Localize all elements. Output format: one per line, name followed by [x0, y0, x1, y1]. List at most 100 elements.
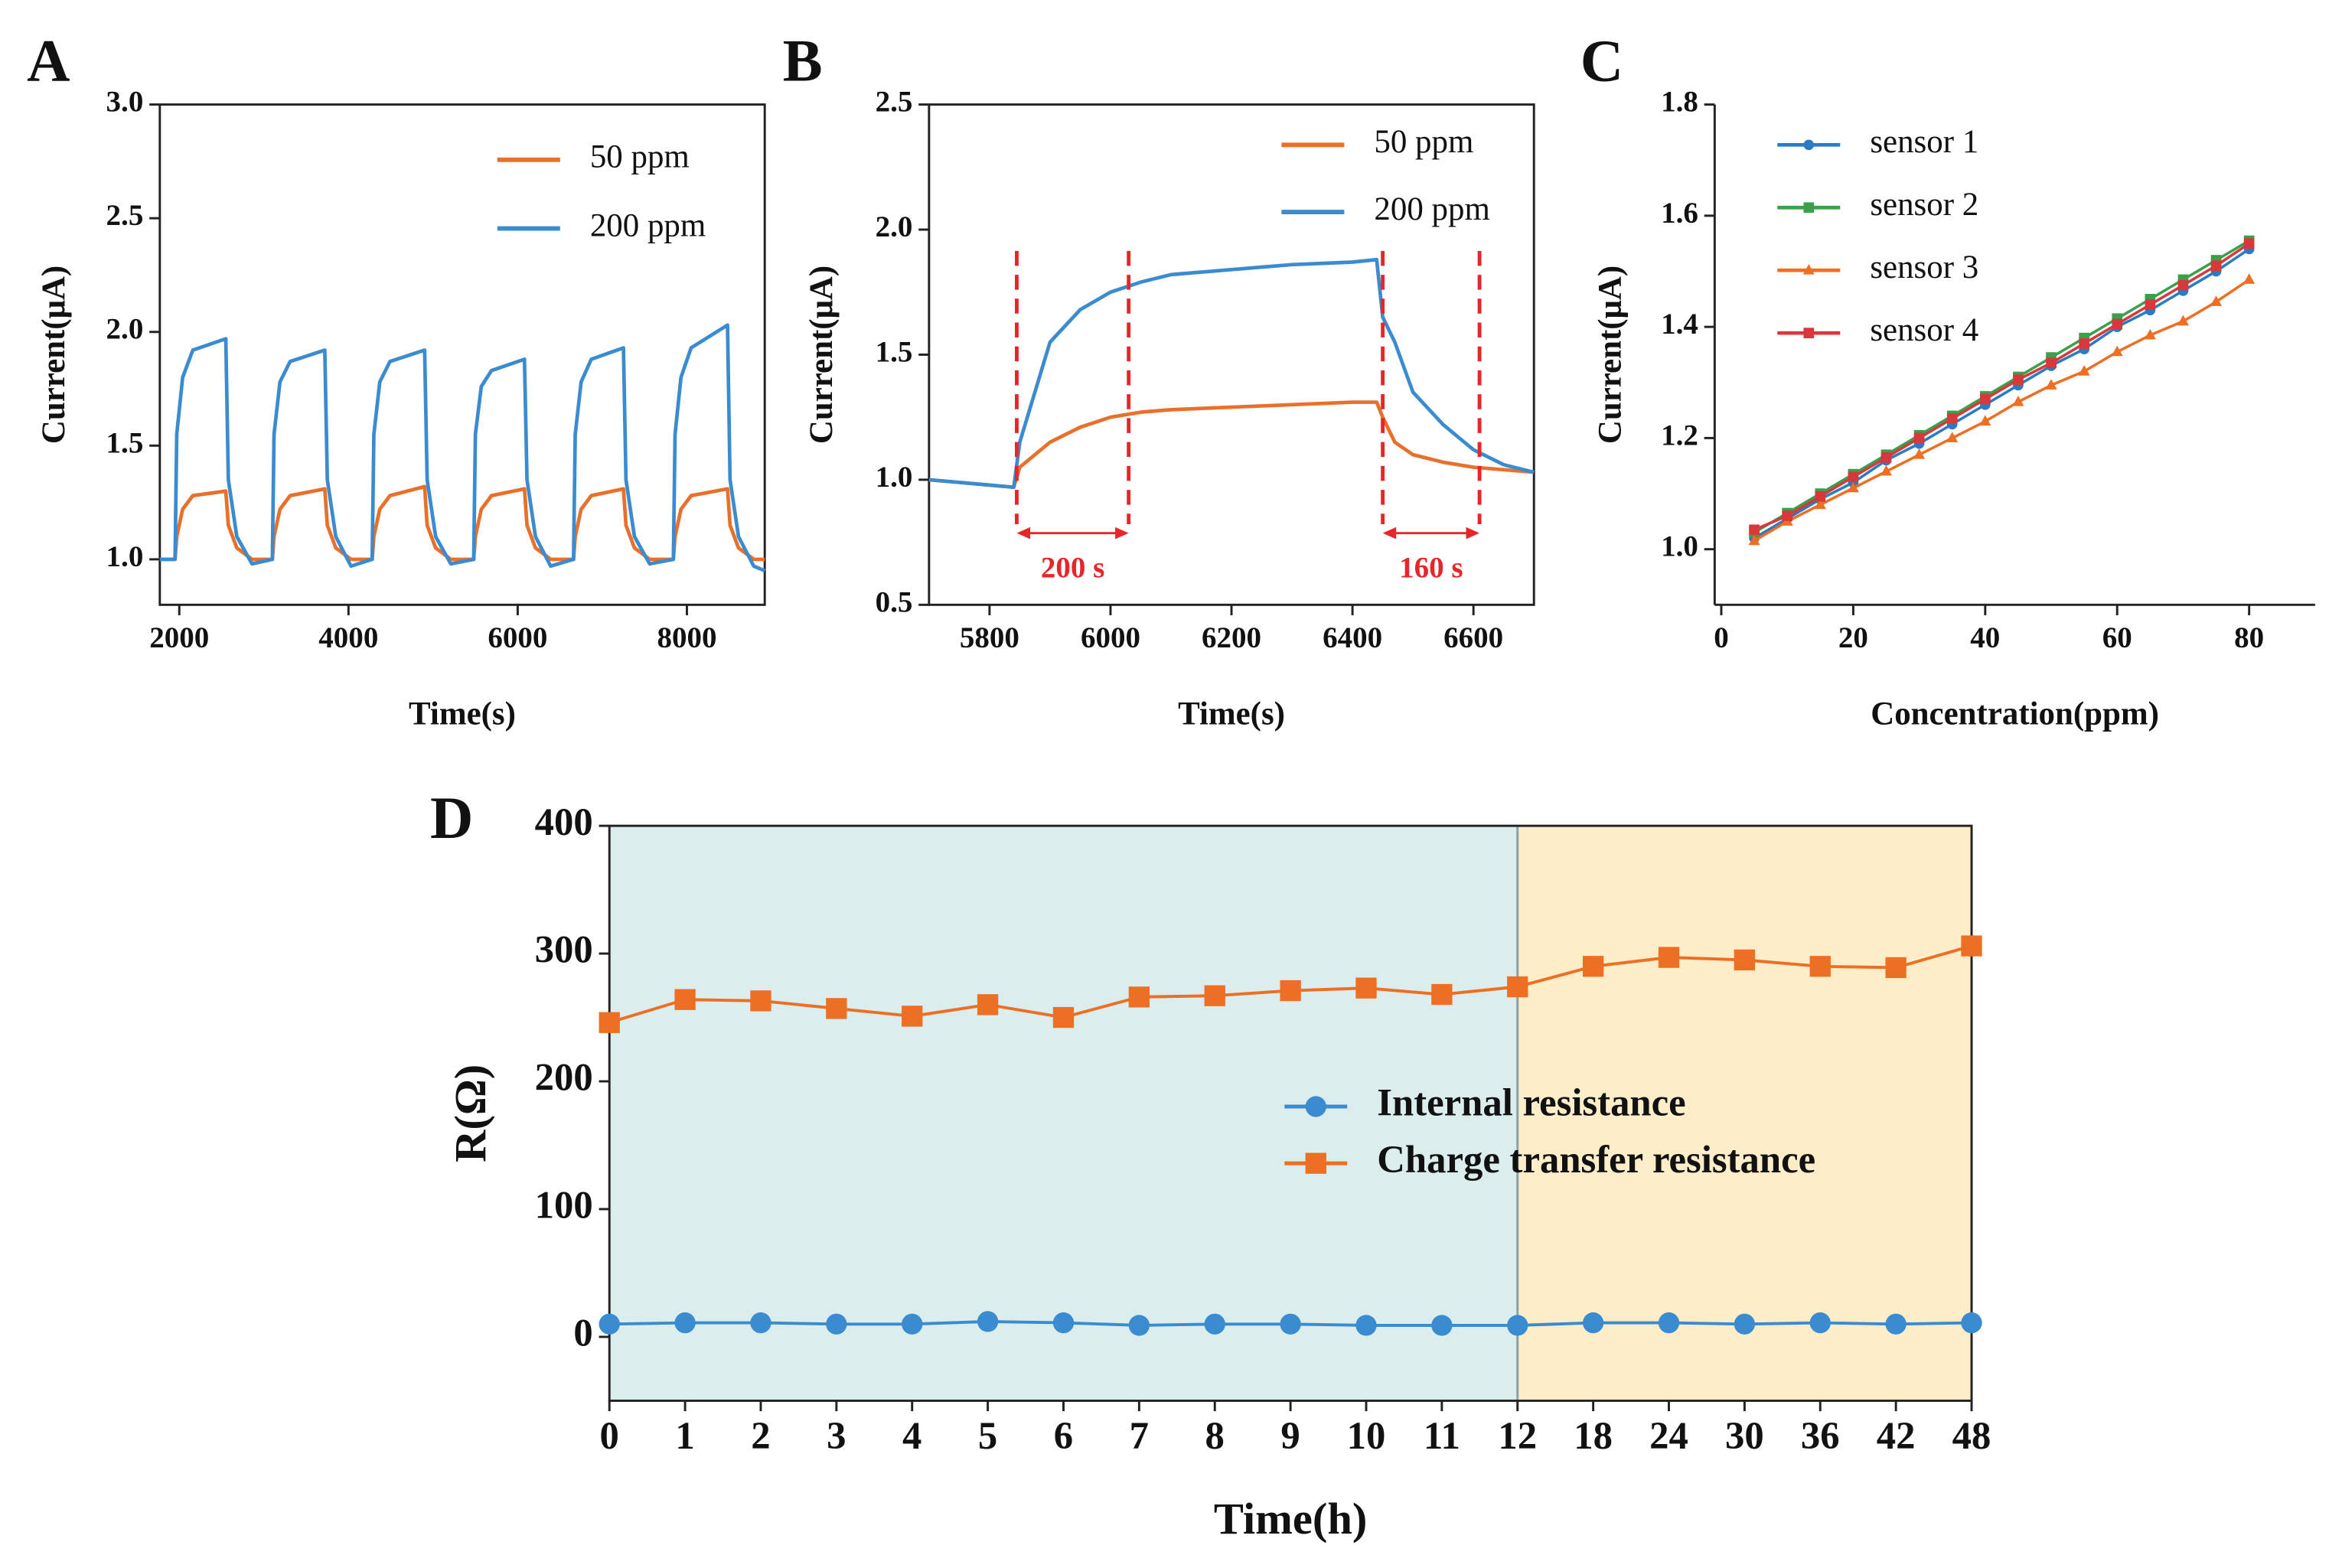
- y-tick-label: 100: [535, 1184, 593, 1227]
- legend-label: 200 ppm: [590, 207, 706, 243]
- x-axis-title: Time(h): [1214, 1494, 1368, 1544]
- x-tick-label: 30: [1725, 1414, 1764, 1457]
- x-tick-label: 6600: [1443, 621, 1503, 654]
- panel-letter: C: [1580, 28, 1623, 94]
- x-tick-label: 24: [1649, 1414, 1688, 1457]
- data-point: [977, 1311, 999, 1332]
- data-point: [2111, 345, 2123, 357]
- x-tick-label: 5800: [960, 621, 1019, 654]
- x-tick-label: 6000: [488, 621, 547, 654]
- legend-label: 50 ppm: [1374, 124, 1473, 160]
- data-point: [674, 1312, 696, 1334]
- data-point: [1507, 1315, 1528, 1336]
- y-axis-title: Current(μA): [36, 266, 72, 444]
- data-point: [2145, 299, 2156, 310]
- x-tick-label: 12: [1498, 1414, 1537, 1457]
- x-tick-label: 6400: [1323, 621, 1382, 654]
- data-point: [1128, 1315, 1150, 1336]
- data-point: [1734, 949, 1756, 971]
- legend-label: Internal resistance: [1377, 1081, 1685, 1124]
- data-point: [2079, 338, 2089, 349]
- y-tick-label: 1.0: [106, 540, 144, 573]
- data-point: [1748, 534, 1760, 546]
- legend-marker: [1803, 328, 1815, 338]
- data-point: [1961, 935, 1982, 957]
- data-point: [1946, 432, 1959, 442]
- data-point: [1507, 976, 1528, 998]
- data-point: [1280, 1313, 1301, 1335]
- x-tick-label: 2000: [149, 621, 209, 654]
- data-point: [902, 1006, 923, 1027]
- panel-letter: B: [783, 28, 823, 94]
- y-tick-label: 1.4: [1661, 308, 1698, 341]
- x-tick-label: 48: [1952, 1414, 1991, 1457]
- annotation-text: 160 s: [1399, 551, 1463, 584]
- data-point: [2243, 238, 2255, 249]
- y-tick-label: 200: [535, 1056, 593, 1099]
- data-point: [1280, 980, 1301, 1002]
- data-point: [1128, 986, 1150, 1008]
- data-point: [1848, 471, 1859, 483]
- y-tick-label: 2.0: [876, 210, 913, 243]
- legend-marker: [1802, 264, 1815, 275]
- data-point: [1847, 481, 1859, 493]
- data-point: [1052, 1312, 1075, 1334]
- data-point: [1809, 1312, 1831, 1334]
- series-line: [1753, 242, 2250, 531]
- y-tick-label: 3.0: [106, 86, 144, 119]
- y-tick-label: 0.5: [876, 585, 913, 618]
- data-point: [1355, 977, 1377, 999]
- x-tick-label: 4000: [318, 621, 378, 654]
- data-point: [826, 1313, 847, 1335]
- x-tick-label: 36: [1801, 1414, 1840, 1457]
- x-tick-label: 6: [1054, 1414, 1073, 1457]
- x-axis-title: Time(s): [409, 696, 516, 732]
- legend-label: 50 ppm: [590, 139, 690, 175]
- y-tick-label: 400: [535, 800, 593, 843]
- x-tick-label: 5: [978, 1414, 997, 1457]
- y-tick-label: 1.2: [1661, 419, 1698, 451]
- x-tick-label: 42: [1877, 1414, 1916, 1457]
- y-tick-label: 2.5: [106, 199, 144, 232]
- arrow-head: [1382, 526, 1397, 540]
- arrow-head: [1016, 526, 1031, 540]
- data-point: [2013, 374, 2024, 385]
- x-tick-label: 7: [1130, 1414, 1149, 1457]
- data-point: [2045, 379, 2057, 390]
- y-tick-label: 300: [535, 928, 593, 971]
- legend-label: sensor 1: [1870, 124, 1978, 160]
- data-point: [1431, 1315, 1453, 1336]
- data-point: [1658, 947, 1680, 968]
- data-point: [902, 1313, 923, 1335]
- shaded-region: [1517, 826, 1972, 1401]
- x-tick-label: 0: [600, 1414, 619, 1457]
- x-axis-title: Time(s): [1178, 696, 1285, 732]
- data-point: [1204, 1313, 1225, 1335]
- plot-frame: [928, 103, 1535, 606]
- data-point: [2210, 295, 2223, 306]
- x-tick-label: 2: [751, 1414, 770, 1457]
- data-point: [674, 989, 696, 1010]
- x-tick-label: 9: [1280, 1414, 1300, 1457]
- series-line: [928, 257, 1535, 490]
- legend-marker: [1305, 1096, 1326, 1117]
- x-tick-label: 80: [2234, 621, 2264, 654]
- data-point: [1946, 413, 1958, 424]
- data-point: [1749, 524, 1760, 536]
- legend-marker: [1803, 202, 1815, 214]
- x-tick-label: 3: [827, 1414, 846, 1457]
- y-tick-label: 1.0: [1661, 530, 1698, 563]
- x-tick-label: 20: [1838, 621, 1868, 654]
- data-point: [2012, 396, 2024, 406]
- panel-letter: D: [430, 784, 473, 851]
- data-point: [1979, 415, 1991, 426]
- y-tick-label: 2.5: [876, 86, 913, 119]
- data-point: [1880, 452, 1892, 463]
- y-axis-title: R(Ω): [445, 1064, 495, 1162]
- y-tick-label: 1.5: [106, 426, 144, 459]
- data-point: [1052, 1006, 1075, 1028]
- data-point: [977, 994, 999, 1015]
- data-point: [1809, 956, 1831, 977]
- x-tick-label: 10: [1347, 1414, 1386, 1457]
